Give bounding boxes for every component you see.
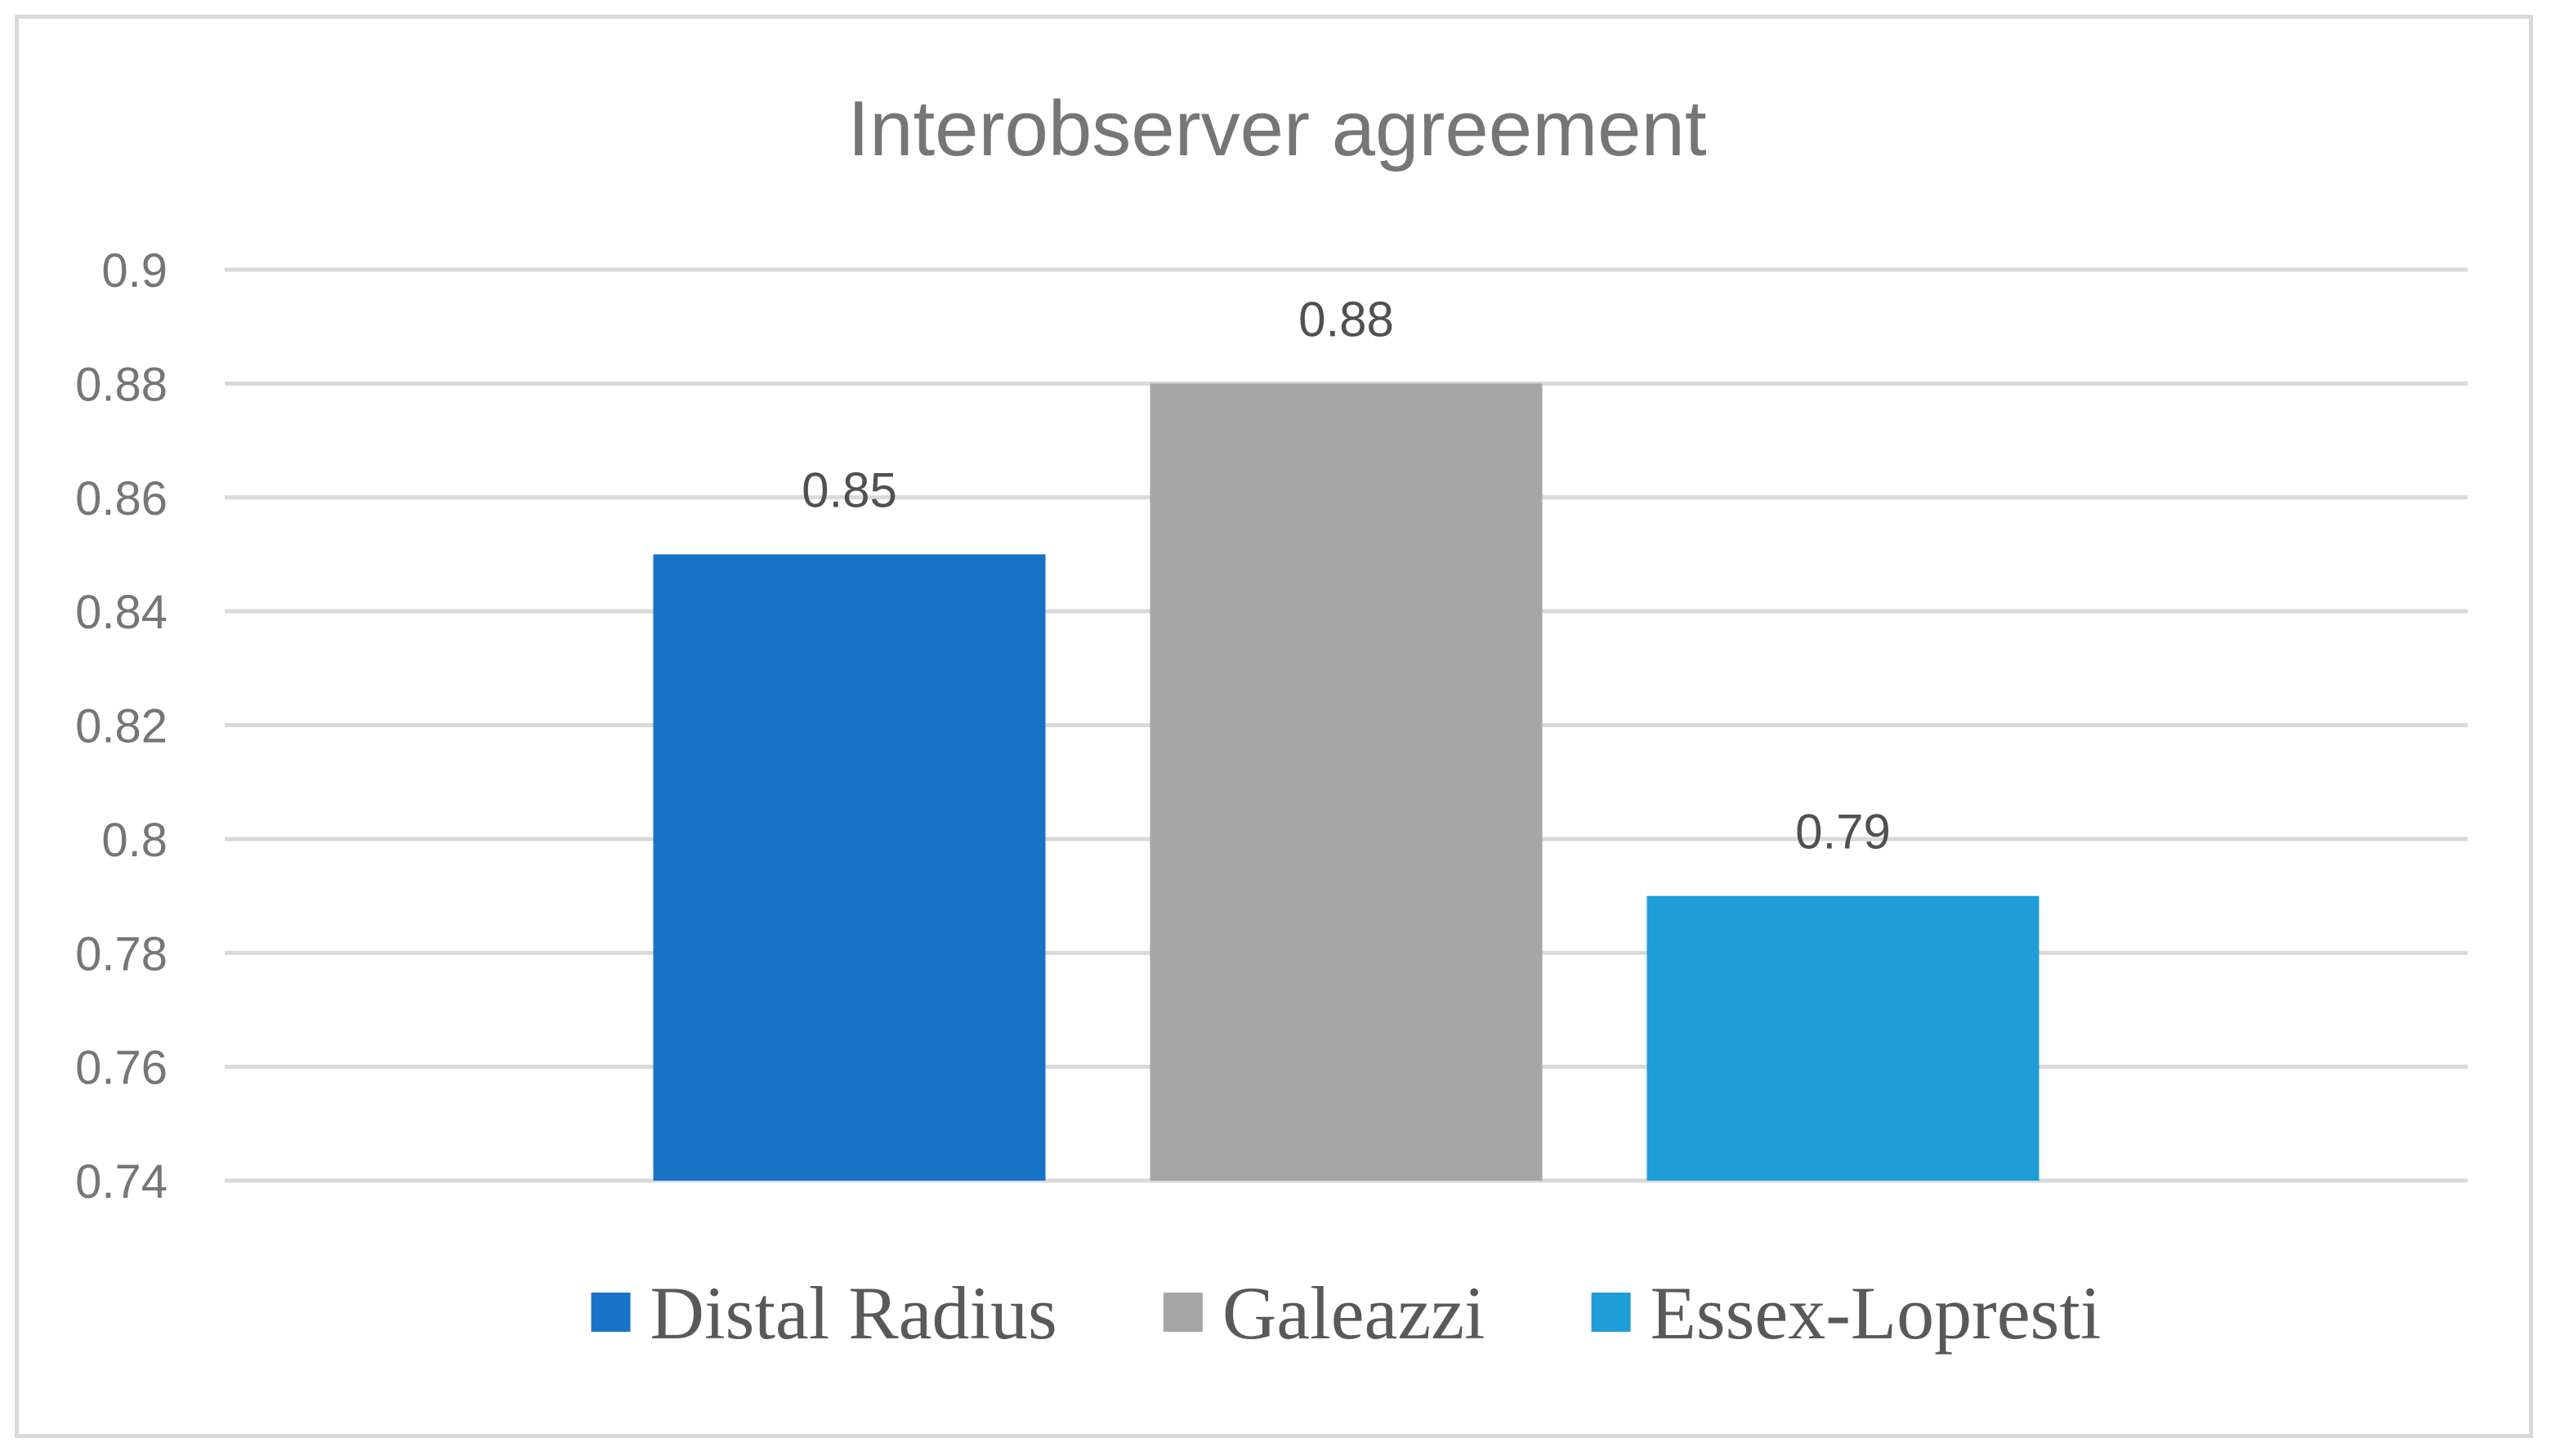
data-label: 0.79 (1795, 805, 1891, 860)
legend: Distal Radius Galeazzi Essex-Lopresti (591, 1271, 2102, 1355)
bar-galeazzi (1150, 383, 1543, 1181)
data-labels: 0.85 0.88 0.79 (802, 292, 1891, 859)
legend-swatch (1163, 1293, 1203, 1332)
legend-swatch (591, 1293, 631, 1332)
y-tick-label: 0.88 (75, 358, 168, 411)
legend-label: Galeazzi (1222, 1271, 1485, 1355)
y-tick-label: 0.82 (75, 700, 168, 753)
y-tick-label: 0.76 (75, 1042, 168, 1095)
y-axis-ticks: 0.74 0.76 0.78 0.8 0.82 0.84 0.86 0.88 0.9 (75, 244, 168, 1208)
legend-swatch (1591, 1293, 1631, 1332)
data-label: 0.85 (802, 462, 897, 517)
y-tick-label: 0.9 (101, 244, 168, 297)
bar-essex-lopresti (1646, 895, 2039, 1181)
legend-label: Distal Radius (650, 1271, 1057, 1355)
data-label: 0.88 (1298, 292, 1394, 346)
bar-distal-radius (653, 554, 1046, 1181)
legend-label: Essex-Lopresti (1651, 1271, 2102, 1355)
y-tick-label: 0.74 (75, 1155, 168, 1208)
chart-title: Interobserver agreement (847, 85, 1706, 172)
y-tick-label: 0.86 (75, 472, 168, 525)
y-tick-label: 0.78 (75, 927, 168, 980)
y-tick-label: 0.8 (101, 814, 168, 867)
bars (653, 383, 2039, 1181)
y-tick-label: 0.84 (75, 586, 168, 639)
